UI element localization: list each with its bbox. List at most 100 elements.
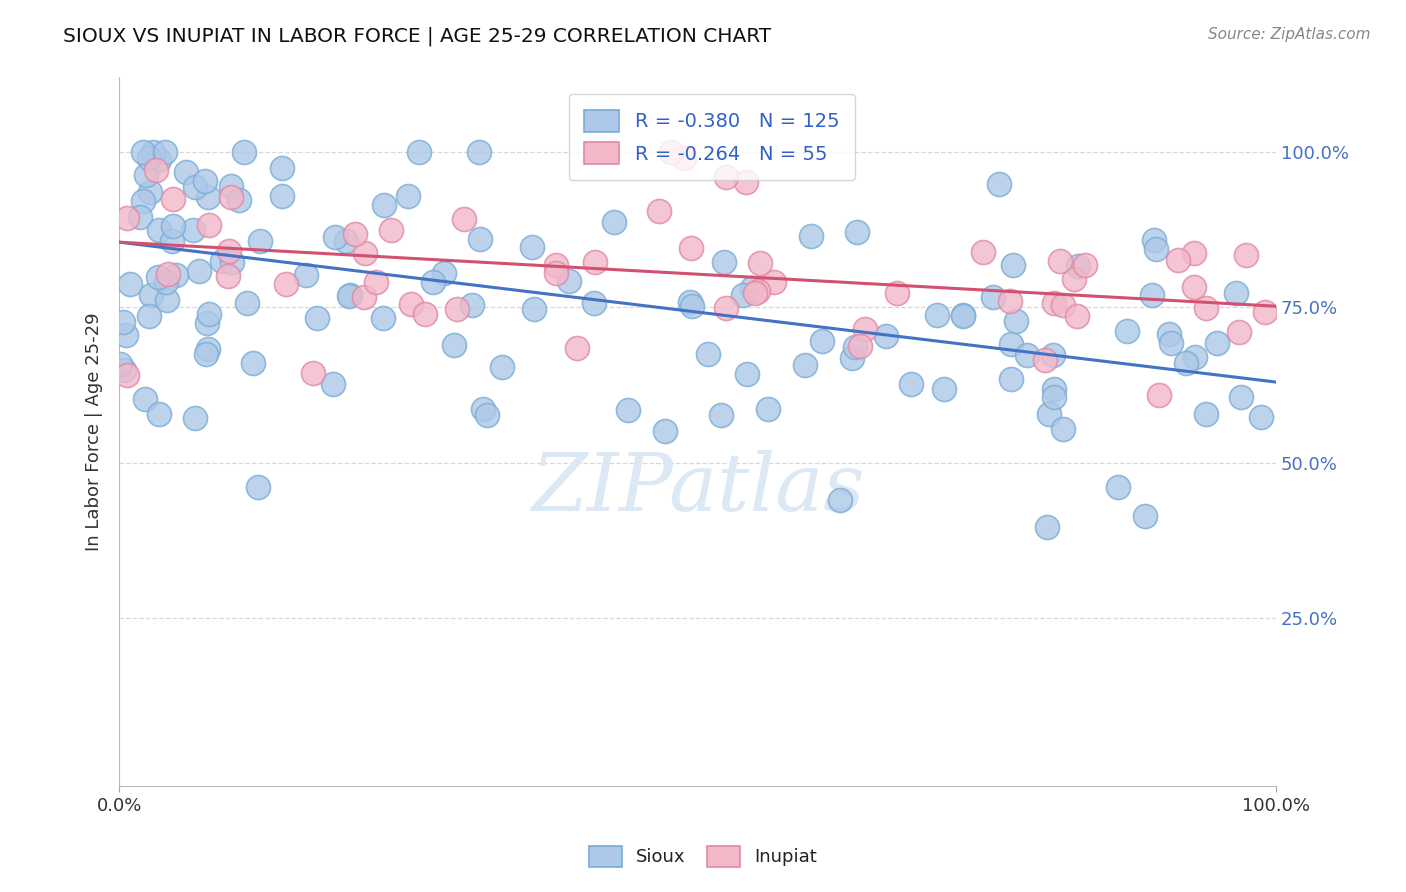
- Point: [302, 366, 325, 380]
- Point: [1063, 272, 1085, 286]
- Point: [744, 286, 766, 301]
- Point: [197, 343, 219, 357]
- Point: [219, 178, 242, 193]
- Point: [1017, 348, 1039, 362]
- Point: [1234, 248, 1257, 262]
- Point: [235, 295, 257, 310]
- Point: [886, 286, 908, 301]
- Point: [305, 311, 328, 326]
- Point: [1143, 233, 1166, 247]
- Point: [1225, 285, 1247, 300]
- Point: [800, 229, 823, 244]
- Point: [1043, 382, 1066, 396]
- Text: Source: ZipAtlas.com: Source: ZipAtlas.com: [1208, 27, 1371, 42]
- Point: [131, 145, 153, 159]
- Point: [453, 212, 475, 227]
- Point: [741, 280, 763, 294]
- Point: [735, 368, 758, 382]
- Point: [401, 297, 423, 311]
- Point: [1140, 288, 1163, 302]
- Point: [1254, 305, 1277, 319]
- Point: [197, 190, 219, 204]
- Point: [211, 253, 233, 268]
- Point: [233, 145, 256, 159]
- Point: [565, 341, 588, 355]
- Point: [793, 358, 815, 372]
- Point: [142, 145, 165, 159]
- Point: [491, 360, 513, 375]
- Point: [1195, 407, 1218, 421]
- Point: [848, 339, 870, 353]
- Text: SIOUX VS INUPIAT IN LABOR FORCE | AGE 25-29 CORRELATION CHART: SIOUX VS INUPIAT IN LABOR FORCE | AGE 25…: [63, 27, 772, 46]
- Point: [194, 174, 217, 188]
- Point: [716, 170, 738, 185]
- Point: [155, 145, 177, 159]
- Point: [335, 235, 357, 249]
- Point: [1194, 301, 1216, 315]
- Point: [217, 269, 239, 284]
- Point: [603, 215, 626, 229]
- Point: [138, 152, 160, 166]
- Point: [749, 256, 772, 270]
- Point: [160, 234, 183, 248]
- Point: [364, 275, 387, 289]
- Point: [544, 258, 567, 272]
- Point: [659, 145, 682, 159]
- Point: [1182, 246, 1205, 260]
- Point: [156, 268, 179, 282]
- Point: [249, 234, 271, 248]
- Point: [647, 204, 669, 219]
- Point: [841, 351, 863, 365]
- Point: [1205, 336, 1227, 351]
- Point: [654, 425, 676, 439]
- Point: [218, 244, 240, 258]
- Point: [811, 334, 834, 349]
- Text: ZIPatlas: ZIPatlas: [531, 450, 865, 527]
- Point: [1036, 520, 1059, 534]
- Point: [558, 274, 581, 288]
- Legend: Sioux, Inupiat: Sioux, Inupiat: [582, 838, 824, 874]
- Point: [373, 198, 395, 212]
- Point: [198, 307, 221, 321]
- Point: [1160, 336, 1182, 351]
- Point: [271, 189, 294, 203]
- Point: [145, 162, 167, 177]
- Point: [1174, 356, 1197, 370]
- Point: [112, 363, 135, 377]
- Point: [162, 192, 184, 206]
- Point: [135, 168, 157, 182]
- Point: [111, 315, 134, 329]
- Point: [162, 219, 184, 234]
- Point: [952, 309, 974, 323]
- Point: [714, 301, 737, 316]
- Point: [747, 284, 769, 298]
- Point: [1182, 279, 1205, 293]
- Point: [972, 244, 994, 259]
- Point: [408, 145, 430, 159]
- Point: [323, 229, 346, 244]
- Point: [1000, 371, 1022, 385]
- Point: [1038, 407, 1060, 421]
- Point: [433, 267, 456, 281]
- Point: [1135, 509, 1157, 524]
- Point: [371, 310, 394, 325]
- Point: [1035, 353, 1057, 368]
- Point: [148, 153, 170, 168]
- Point: [900, 376, 922, 391]
- Point: [475, 409, 498, 423]
- Point: [1144, 243, 1167, 257]
- Point: [460, 298, 482, 312]
- Point: [1052, 422, 1074, 436]
- Point: [353, 245, 375, 260]
- Point: [134, 392, 156, 406]
- Point: [115, 211, 138, 226]
- Point: [617, 403, 640, 417]
- Point: [353, 290, 375, 304]
- Point: [194, 347, 217, 361]
- Point: [120, 277, 142, 292]
- Point: [1167, 252, 1189, 267]
- Point: [1147, 388, 1170, 402]
- Point: [413, 307, 436, 321]
- Point: [1043, 390, 1066, 404]
- Point: [422, 276, 444, 290]
